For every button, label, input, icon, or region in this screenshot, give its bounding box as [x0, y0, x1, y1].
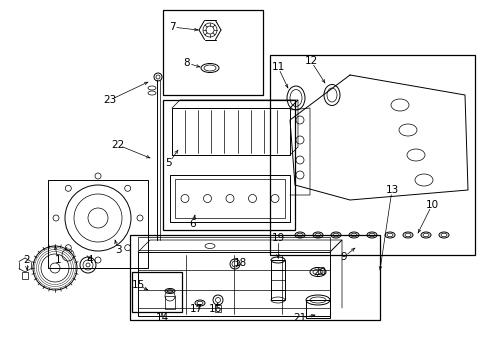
Text: 11: 11 — [271, 62, 284, 72]
Text: 16: 16 — [208, 304, 221, 314]
Text: 18: 18 — [233, 258, 246, 268]
Text: 2: 2 — [23, 255, 30, 265]
Text: 22: 22 — [111, 140, 124, 150]
Text: 10: 10 — [425, 200, 438, 210]
Text: 21: 21 — [293, 313, 306, 323]
Text: 13: 13 — [385, 185, 398, 195]
Bar — [164, 296, 175, 309]
Text: 17: 17 — [189, 304, 202, 314]
Bar — [130, 235, 379, 320]
Bar — [132, 272, 182, 312]
Text: 6: 6 — [189, 219, 196, 229]
Bar — [305, 300, 329, 318]
Text: 9: 9 — [340, 252, 346, 262]
Text: 20: 20 — [313, 267, 326, 277]
Text: 4: 4 — [86, 255, 93, 265]
Text: 15: 15 — [131, 280, 144, 290]
Text: 8: 8 — [183, 58, 190, 68]
Text: 19: 19 — [271, 233, 284, 243]
Bar — [163, 100, 294, 230]
Bar — [175, 179, 285, 218]
Text: 5: 5 — [165, 158, 172, 168]
Text: 3: 3 — [115, 245, 121, 255]
Bar — [163, 10, 263, 95]
Bar — [170, 175, 289, 222]
Bar — [138, 237, 329, 250]
Bar — [172, 108, 289, 155]
Bar — [22, 272, 28, 279]
Text: 1: 1 — [55, 255, 61, 265]
Text: 14: 14 — [155, 313, 168, 323]
Text: 7: 7 — [168, 22, 175, 32]
Text: 23: 23 — [103, 95, 116, 105]
Bar — [48, 180, 148, 268]
Bar — [269, 55, 474, 255]
Text: 12: 12 — [304, 56, 317, 66]
Bar — [215, 305, 221, 312]
Bar — [270, 260, 285, 300]
